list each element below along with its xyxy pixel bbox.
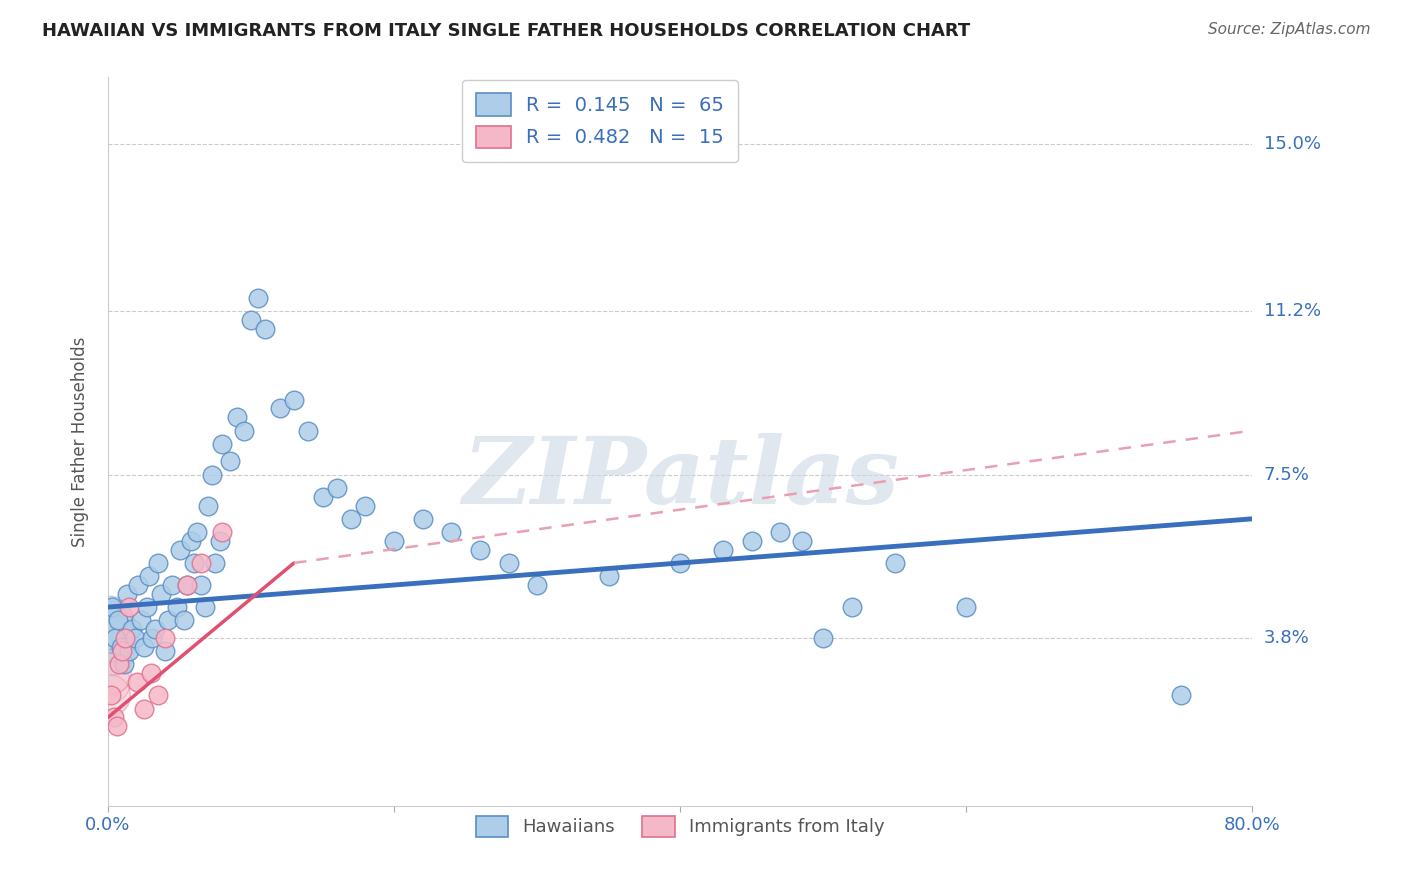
Point <box>186 524 208 539</box>
Point <box>98 666 121 681</box>
Point <box>104 631 127 645</box>
Point <box>354 499 377 513</box>
Point <box>132 640 155 654</box>
Point <box>232 424 254 438</box>
Point <box>254 322 277 336</box>
Point <box>412 512 434 526</box>
Point <box>669 556 692 570</box>
Point <box>813 631 835 645</box>
Point <box>110 640 132 654</box>
Point <box>101 600 124 615</box>
Point <box>103 710 125 724</box>
Point <box>162 578 184 592</box>
Point <box>769 524 792 539</box>
Point <box>139 666 162 681</box>
Point <box>114 631 136 645</box>
Point <box>155 644 177 658</box>
Point <box>183 556 205 570</box>
Point <box>138 569 160 583</box>
Point <box>498 556 520 570</box>
Point <box>149 587 172 601</box>
Text: Source: ZipAtlas.com: Source: ZipAtlas.com <box>1208 22 1371 37</box>
Point <box>111 644 134 658</box>
Point <box>129 613 152 627</box>
Point <box>190 578 212 592</box>
Point <box>197 499 219 513</box>
Point <box>141 631 163 645</box>
Point <box>180 533 202 548</box>
Text: 11.2%: 11.2% <box>1264 302 1320 320</box>
Point <box>841 600 863 615</box>
Point <box>204 556 226 570</box>
Point <box>105 719 128 733</box>
Point <box>143 622 166 636</box>
Point <box>283 392 305 407</box>
Point <box>169 542 191 557</box>
Point <box>108 657 131 672</box>
Point <box>741 533 763 548</box>
Point <box>121 622 143 636</box>
Point <box>440 524 463 539</box>
Point <box>97 675 120 690</box>
Text: 3.8%: 3.8% <box>1264 629 1309 647</box>
Point <box>208 533 231 548</box>
Point <box>297 424 319 438</box>
Text: HAWAIIAN VS IMMIGRANTS FROM ITALY SINGLE FATHER HOUSEHOLDS CORRELATION CHART: HAWAIIAN VS IMMIGRANTS FROM ITALY SINGLE… <box>42 22 970 40</box>
Point <box>176 578 198 592</box>
Point <box>218 454 240 468</box>
Point <box>98 644 121 658</box>
Point <box>194 600 217 615</box>
Point <box>118 600 141 615</box>
Point <box>247 291 270 305</box>
Point <box>157 613 180 627</box>
Point <box>211 524 233 539</box>
Point <box>468 542 491 557</box>
Point <box>326 481 349 495</box>
Point <box>201 467 224 482</box>
Point <box>118 644 141 658</box>
Point <box>311 490 333 504</box>
Text: ZIPatlas: ZIPatlas <box>461 433 898 523</box>
Point <box>711 542 734 557</box>
Point <box>166 600 188 615</box>
Point <box>100 617 122 632</box>
Point <box>125 675 148 690</box>
Point <box>269 401 291 416</box>
Point <box>127 578 149 592</box>
Text: 7.5%: 7.5% <box>1264 466 1309 483</box>
Point <box>146 689 169 703</box>
Point <box>790 533 813 548</box>
Point <box>598 569 620 583</box>
Point <box>107 613 129 627</box>
Point <box>132 701 155 715</box>
Point <box>146 556 169 570</box>
Point <box>98 613 121 627</box>
Point <box>115 587 138 601</box>
Point <box>100 689 122 703</box>
Point <box>190 556 212 570</box>
Text: 15.0%: 15.0% <box>1264 135 1320 153</box>
Point <box>155 631 177 645</box>
Point <box>97 631 120 645</box>
Point <box>173 613 195 627</box>
Point <box>98 622 121 636</box>
Point <box>382 533 405 548</box>
Point <box>100 631 122 645</box>
Point <box>98 689 121 703</box>
Point <box>955 600 977 615</box>
Y-axis label: Single Father Households: Single Father Households <box>72 336 89 547</box>
Point <box>176 578 198 592</box>
Point <box>112 657 135 672</box>
Point <box>135 600 157 615</box>
Point <box>240 313 263 327</box>
Point <box>211 437 233 451</box>
Point <box>883 556 905 570</box>
Point <box>1170 689 1192 703</box>
Point <box>526 578 548 592</box>
Legend: Hawaiians, Immigrants from Italy: Hawaiians, Immigrants from Italy <box>468 809 891 844</box>
Point <box>225 410 247 425</box>
Point <box>124 631 146 645</box>
Point <box>340 512 363 526</box>
